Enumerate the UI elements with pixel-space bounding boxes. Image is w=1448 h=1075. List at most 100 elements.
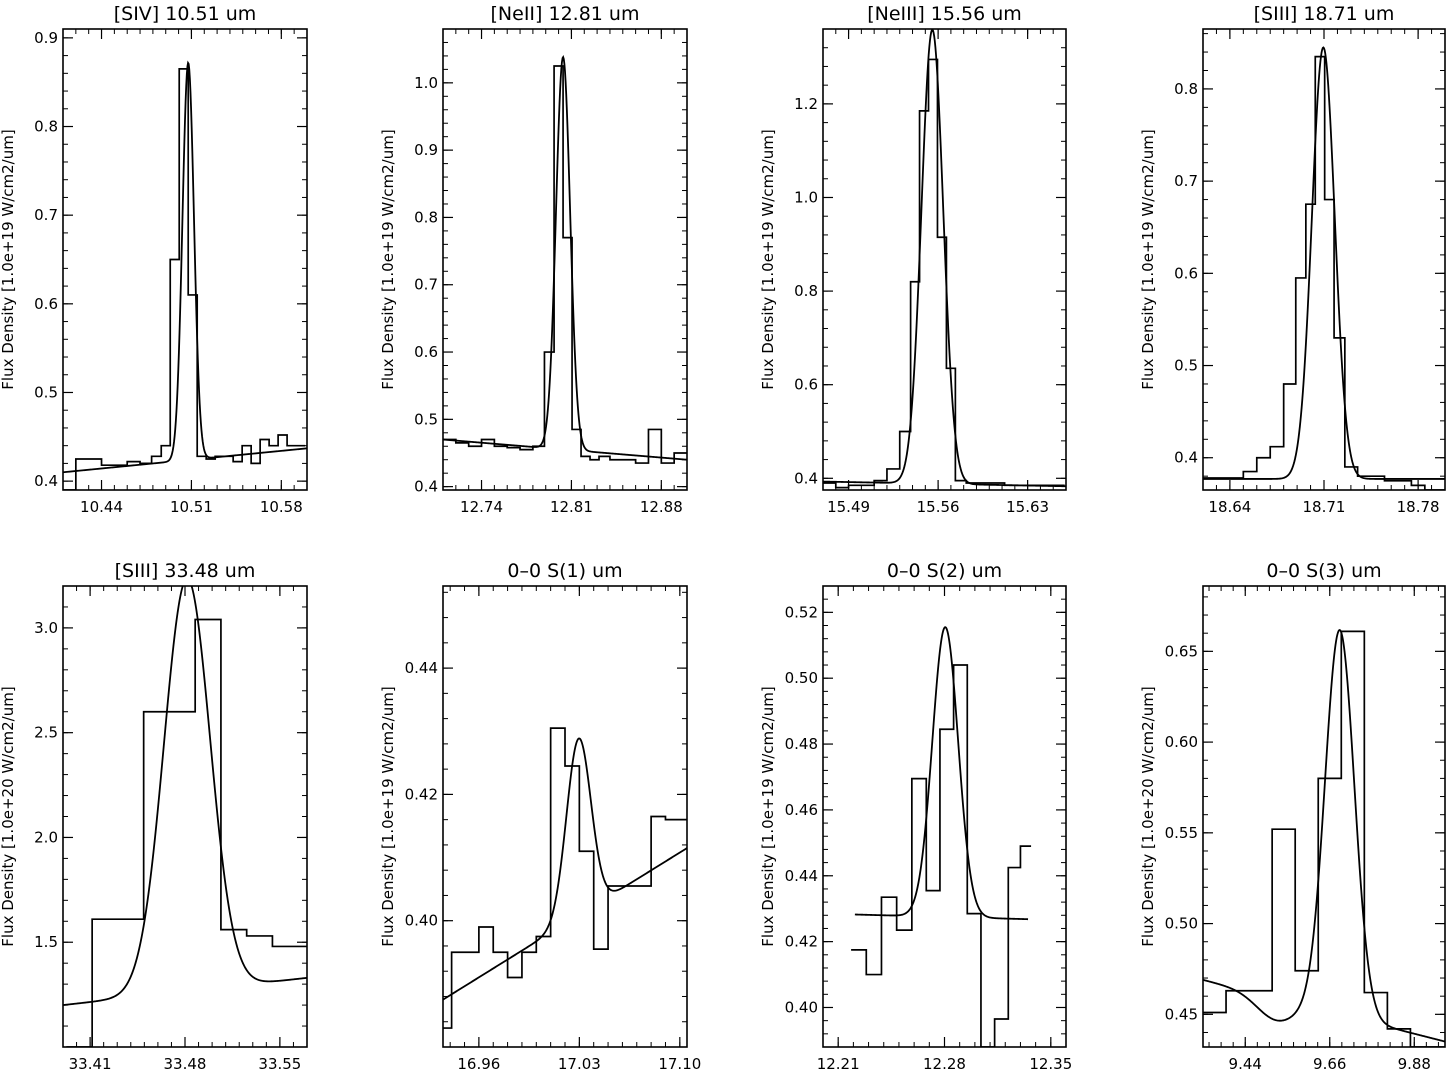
- observed-spectrum-step: [443, 727, 687, 1029]
- y-axis-label: Flux Density [1.0e+19 W/cm2/um]: [1139, 129, 1157, 389]
- chart-panel-4: [SIII] 18.71 um Flux Density [1.0e+19 W/c…: [1139, 3, 1446, 516]
- x-tick-label: 10.58: [260, 498, 303, 516]
- observed-spectrum-step: [851, 664, 1032, 1047]
- y-tick-label: 0.44: [405, 659, 438, 677]
- x-tick-label: 12.35: [1029, 1055, 1072, 1073]
- x-tick-label: 18.78: [1397, 498, 1440, 516]
- x-tick-label: 17.03: [558, 1055, 601, 1073]
- x-tick-label: 12.81: [550, 498, 593, 516]
- x-tick-label: 12.21: [817, 1055, 860, 1073]
- y-tick-label: 0.52: [785, 603, 818, 621]
- x-tick-label: 33.41: [69, 1055, 112, 1073]
- y-tick-label: 0.7: [1174, 172, 1198, 190]
- x-tick-label: 9.66: [1313, 1055, 1346, 1073]
- gaussian-fit-line: [63, 586, 307, 1006]
- x-tick-label: 12.74: [460, 498, 503, 516]
- y-tick-label: 0.8: [794, 282, 818, 300]
- y-tick-label: 0.9: [414, 141, 438, 159]
- y-tick-label: 3.0: [34, 619, 58, 637]
- observed-spectrum-step: [63, 68, 306, 490]
- y-tick-label: 0.8: [34, 118, 58, 136]
- y-tick-label: 0.5: [34, 383, 58, 401]
- x-tick-label: 9.88: [1398, 1055, 1431, 1073]
- x-tick-label: 9.44: [1229, 1055, 1262, 1073]
- y-tick-label: 0.50: [785, 669, 818, 687]
- y-tick-label: 0.6: [34, 295, 58, 313]
- series-group: [63, 60, 307, 490]
- panel-title: 0–0 S(3) um: [1266, 560, 1381, 582]
- series-group: [1203, 46, 1445, 490]
- y-tick-label: 0.40: [785, 998, 818, 1016]
- y-tick-label: 0.44: [785, 867, 818, 885]
- y-tick-label: 0.48: [785, 735, 818, 753]
- y-tick-label: 1.5: [34, 933, 58, 951]
- gaussian-fit-line: [823, 29, 1066, 488]
- y-tick-label: 0.50: [1165, 915, 1198, 933]
- plot-frame: [822, 585, 1067, 1048]
- y-tick-label: 0.60: [1165, 733, 1198, 751]
- observed-spectrum-step: [1203, 630, 1445, 1047]
- x-tick-label: 17.10: [658, 1055, 701, 1073]
- panel-title: [NeII] 12.81 um: [491, 3, 640, 25]
- x-tick-label: 12.28: [923, 1055, 966, 1073]
- panel-title: [NeIII] 15.56 um: [867, 3, 1022, 25]
- gaussian-fit-line: [854, 626, 1029, 921]
- y-tick-label: 0.7: [34, 206, 58, 224]
- x-tick-label: 15.56: [917, 498, 960, 516]
- y-tick-label: 0.5: [1174, 357, 1198, 375]
- y-axis-label: Flux Density [1.0e+20 W/cm2/um]: [0, 686, 17, 946]
- y-tick-label: 0.8: [414, 208, 438, 226]
- y-tick-label: 2.0: [34, 828, 58, 846]
- series-group: [1203, 629, 1445, 1047]
- y-tick-label: 0.7: [414, 276, 438, 294]
- x-tick-label: 12.88: [640, 498, 683, 516]
- plot-frame: [62, 28, 308, 491]
- x-tick-label: 33.48: [164, 1055, 207, 1073]
- gaussian-fit-line: [443, 55, 687, 461]
- y-tick-label: 0.4: [414, 478, 438, 496]
- panel-title: [SIII] 18.71 um: [1254, 3, 1395, 25]
- y-tick-label: 0.42: [785, 933, 818, 951]
- gaussian-fit-line: [1203, 46, 1445, 480]
- chart-panel-1: [SIV] 10.51 um Flux Density [1.0e+19 W/cm…: [0, 3, 308, 516]
- y-axis-label: Flux Density [1.0e+19 W/cm2/um]: [379, 686, 397, 946]
- plot-frame: [1202, 585, 1446, 1048]
- y-axis-label: Flux Density [1.0e+19 W/cm2/um]: [379, 129, 397, 389]
- y-tick-label: 0.4: [794, 469, 818, 487]
- y-axis-label: Flux Density [1.0e+20 W/cm2/um]: [1139, 686, 1157, 946]
- x-tick-label: 15.49: [827, 498, 870, 516]
- panel-title: 0–0 S(1) um: [507, 560, 622, 582]
- x-tick-label: 18.64: [1208, 498, 1251, 516]
- y-tick-label: 0.4: [1174, 449, 1198, 467]
- y-tick-label: 0.4: [34, 472, 58, 490]
- series-group: [443, 727, 687, 1029]
- y-axis-label: Flux Density [1.0e+19 W/cm2/um]: [759, 129, 777, 389]
- y-axis-label: Flux Density [1.0e+19 W/cm2/um]: [759, 686, 777, 946]
- y-tick-label: 0.9: [34, 29, 58, 47]
- chart-panel-6: 0–0 S(1) um Flux Density [1.0e+19 W/cm2/u…: [379, 560, 701, 1073]
- plot-frame: [442, 28, 688, 491]
- x-tick-label: 33.55: [258, 1055, 301, 1073]
- y-tick-label: 1.2: [794, 95, 818, 113]
- y-tick-label: 0.6: [794, 376, 818, 394]
- observed-spectrum-step: [443, 65, 687, 464]
- gaussian-fit-line: [443, 737, 687, 1001]
- chart-panel-8: 0–0 S(3) um Flux Density [1.0e+20 W/cm2/u…: [1139, 560, 1446, 1073]
- x-tick-label: 18.71: [1303, 498, 1346, 516]
- y-tick-label: 0.40: [405, 912, 438, 930]
- chart-panel-7: 0–0 S(2) um Flux Density [1.0e+19 W/cm2/u…: [759, 560, 1072, 1073]
- series-group: [823, 29, 1066, 489]
- x-tick-label: 10.51: [170, 498, 213, 516]
- y-tick-label: 1.0: [794, 188, 818, 206]
- y-axis-label: Flux Density [1.0e+19 W/cm2/um]: [0, 129, 17, 389]
- y-tick-label: 1.0: [414, 74, 438, 92]
- y-tick-label: 0.65: [1165, 642, 1198, 660]
- y-tick-label: 0.55: [1165, 824, 1198, 842]
- x-tick-label: 16.96: [457, 1055, 500, 1073]
- plot-frame: [62, 585, 308, 1048]
- series-group: [851, 626, 1032, 1047]
- y-tick-label: 0.6: [414, 343, 438, 361]
- y-tick-label: 0.5: [414, 410, 438, 428]
- chart-panel-3: [NeIII] 15.56 um Flux Density [1.0e+19 W/…: [759, 3, 1067, 516]
- panel-title: [SIII] 33.48 um: [115, 560, 256, 582]
